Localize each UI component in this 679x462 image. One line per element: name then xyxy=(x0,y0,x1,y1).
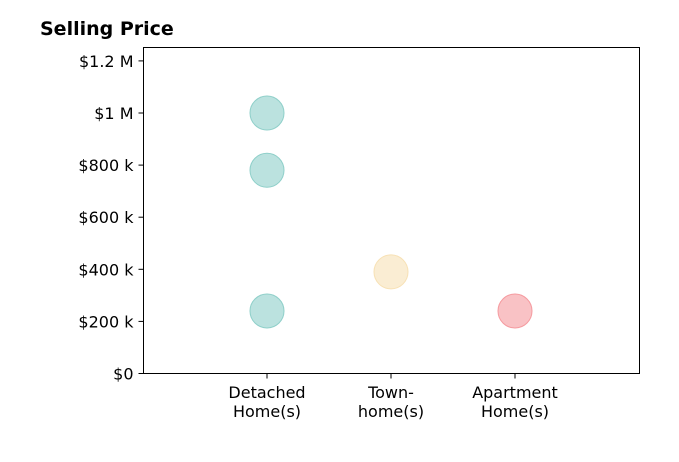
x-tick-label: Apartment xyxy=(472,383,558,402)
y-tick-label: $1.2 M xyxy=(79,52,134,71)
x-axis: DetachedHome(s)Town-home(s)ApartmentHome… xyxy=(228,373,558,421)
x-tick-label: Detached xyxy=(228,383,305,402)
data-point xyxy=(249,293,285,329)
y-tick-label: $0 xyxy=(113,365,133,384)
y-axis: $0 $200 k $400 k $600 k $800 k $1 M $1.2 M xyxy=(78,52,144,384)
y-tick-label: $1 M xyxy=(94,104,133,123)
y-tick-label: $800 k xyxy=(78,156,134,175)
data-point xyxy=(497,293,533,329)
x-tick-label: Town- xyxy=(367,383,414,402)
data-points xyxy=(249,95,533,329)
chart-title: Selling Price xyxy=(40,18,174,40)
data-point xyxy=(249,95,285,131)
y-tick-label: $600 k xyxy=(78,208,134,227)
x-tick-label: Home(s) xyxy=(481,402,549,421)
x-tick-label: home(s) xyxy=(358,402,424,421)
data-point xyxy=(249,152,285,188)
plot-frame xyxy=(143,47,640,374)
y-tick-label: $400 k xyxy=(78,260,134,279)
data-point xyxy=(373,254,409,290)
y-tick-label: $200 k xyxy=(78,312,134,331)
x-tick-label: Home(s) xyxy=(233,402,301,421)
